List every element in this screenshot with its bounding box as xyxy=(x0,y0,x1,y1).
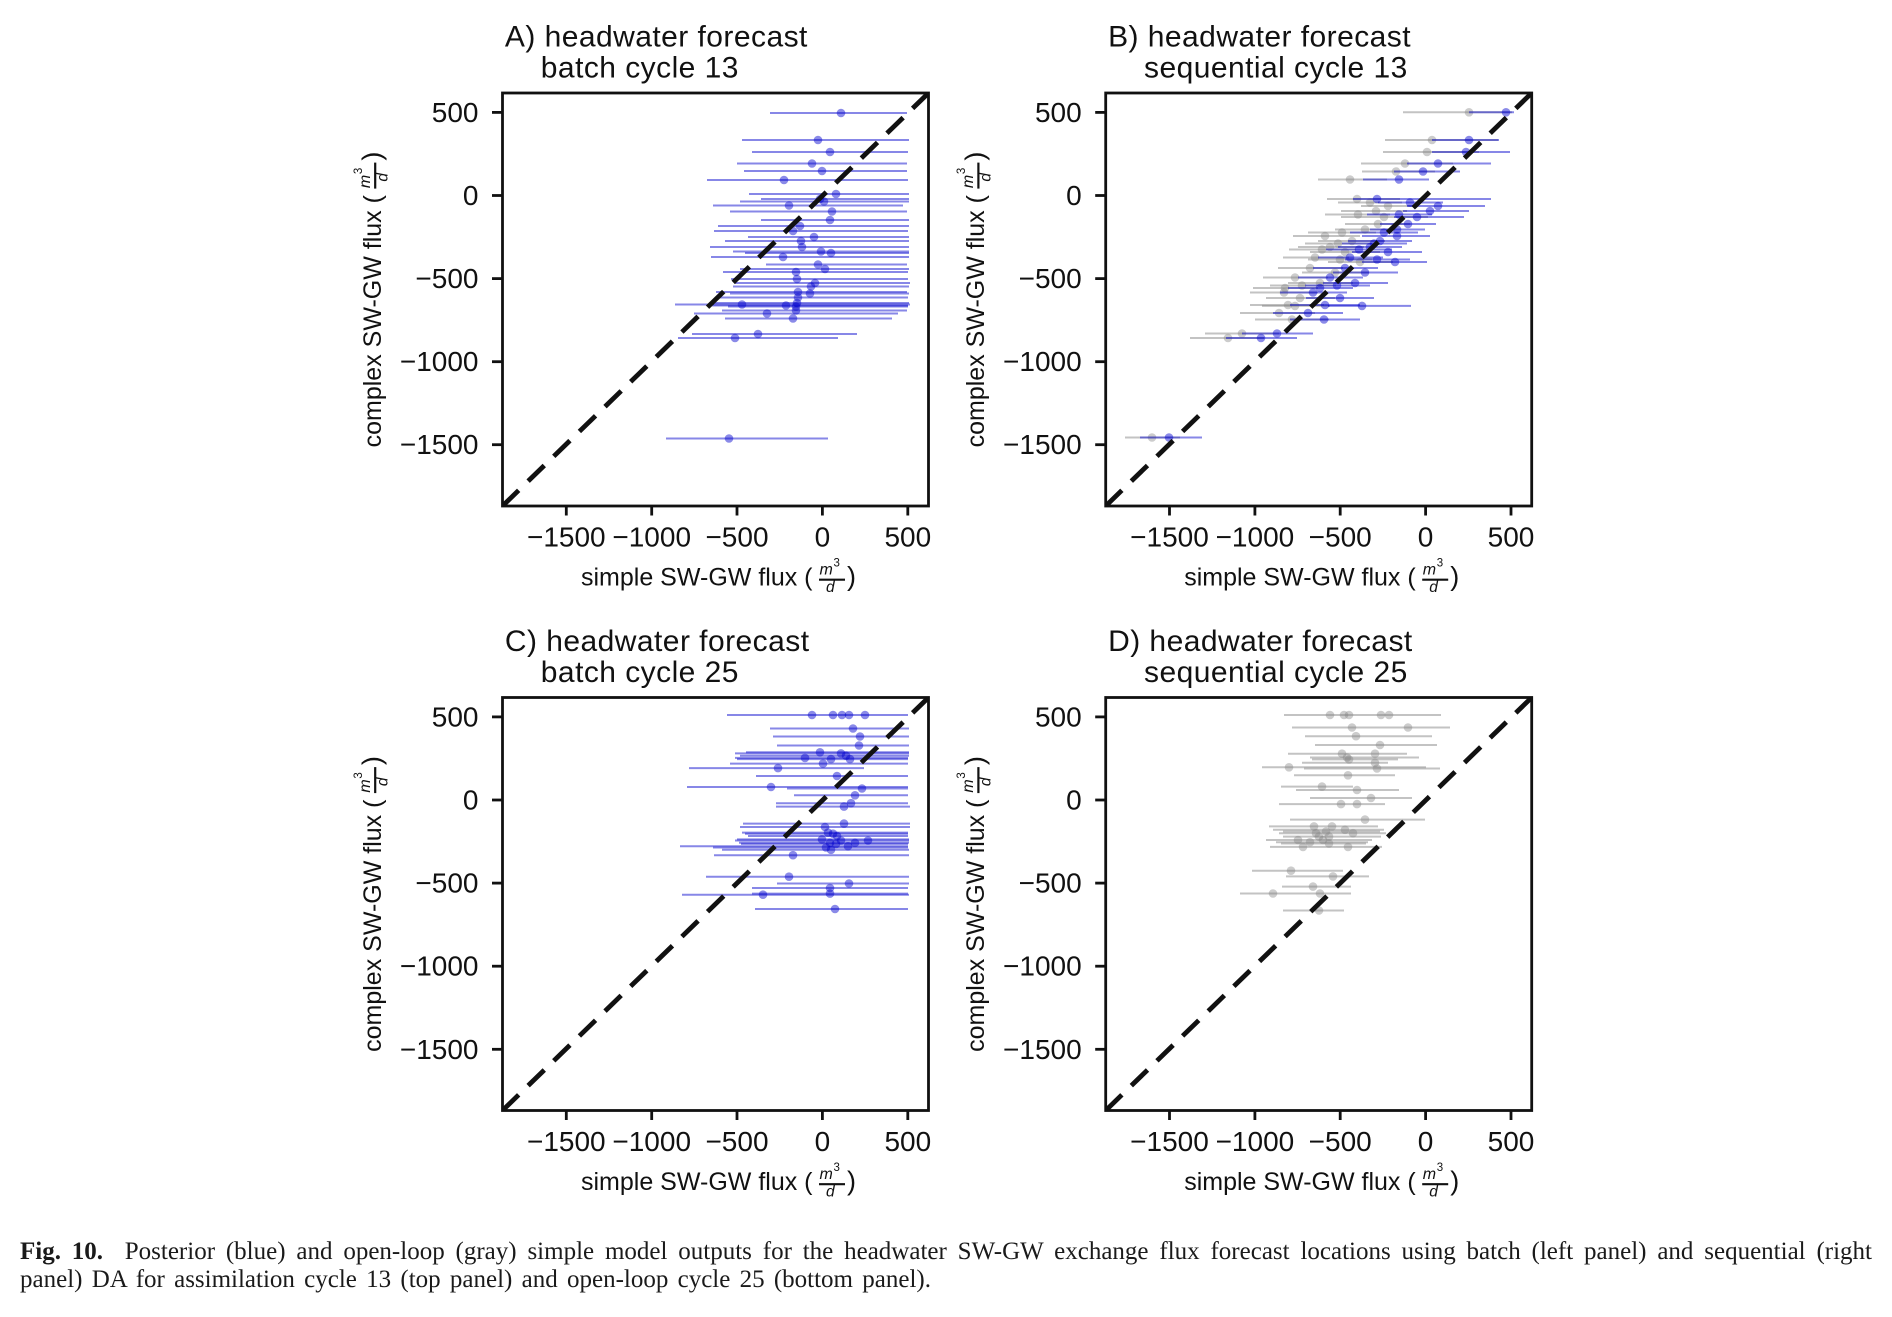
svg-text:0: 0 xyxy=(1066,180,1082,211)
svg-text:0: 0 xyxy=(1418,1126,1434,1157)
svg-text:−1500: −1500 xyxy=(1130,522,1209,553)
svg-text:m: m xyxy=(357,779,374,792)
svg-text:simple SW-GW flux (: simple SW-GW flux ( xyxy=(1184,1168,1416,1196)
svg-text:): ) xyxy=(1450,562,1459,592)
svg-text:0: 0 xyxy=(815,522,831,553)
svg-text:m: m xyxy=(357,175,374,188)
svg-text:batch cycle 13: batch cycle 13 xyxy=(541,52,739,85)
svg-text:sequential cycle 13: sequential cycle 13 xyxy=(1144,52,1408,85)
svg-text:−1500: −1500 xyxy=(1003,1034,1082,1065)
svg-text:0: 0 xyxy=(463,180,479,211)
svg-text:3: 3 xyxy=(1437,557,1443,569)
svg-text:500: 500 xyxy=(1488,522,1535,553)
svg-text:d: d xyxy=(826,1183,836,1200)
svg-text:d: d xyxy=(978,776,995,786)
svg-text:): ) xyxy=(1450,1166,1459,1196)
svg-text:): ) xyxy=(357,756,387,765)
svg-text:0: 0 xyxy=(815,1126,831,1157)
svg-text:−500: −500 xyxy=(415,263,478,294)
svg-text:3: 3 xyxy=(353,772,365,778)
svg-text:−1500: −1500 xyxy=(527,1126,606,1157)
svg-text:C) headwater forecast: C) headwater forecast xyxy=(505,625,810,658)
svg-text:3: 3 xyxy=(1437,1162,1443,1174)
svg-text:500: 500 xyxy=(884,1126,931,1157)
svg-text:d: d xyxy=(978,172,995,182)
svg-text:d: d xyxy=(374,172,391,182)
svg-text:simple SW-GW flux (: simple SW-GW flux ( xyxy=(581,564,813,592)
svg-text:batch cycle 25: batch cycle 25 xyxy=(541,656,739,689)
svg-text:−500: −500 xyxy=(1309,522,1372,553)
svg-text:0: 0 xyxy=(1418,522,1434,553)
svg-text:−1000: −1000 xyxy=(1216,1126,1295,1157)
svg-text:3: 3 xyxy=(834,557,840,569)
svg-text:m: m xyxy=(1423,1166,1436,1183)
svg-text:m: m xyxy=(1423,561,1436,578)
svg-text:3: 3 xyxy=(834,1162,840,1174)
svg-text:): ) xyxy=(357,152,387,161)
svg-text:−1500: −1500 xyxy=(400,429,479,460)
svg-text:0: 0 xyxy=(463,785,479,816)
svg-text:): ) xyxy=(847,562,856,592)
svg-text:−1500: −1500 xyxy=(400,1034,479,1065)
svg-text:−1000: −1000 xyxy=(612,1126,691,1157)
svg-text:−500: −500 xyxy=(1309,1126,1372,1157)
svg-text:0: 0 xyxy=(1066,785,1082,816)
svg-text:B) headwater forecast: B) headwater forecast xyxy=(1108,21,1411,54)
svg-text:d: d xyxy=(826,579,836,596)
svg-text:−500: −500 xyxy=(1019,868,1082,899)
svg-text:500: 500 xyxy=(432,701,479,732)
svg-text:complex SW-GW flux (: complex SW-GW flux ( xyxy=(962,194,990,447)
svg-text:A) headwater forecast: A) headwater forecast xyxy=(505,21,808,54)
svg-text:d: d xyxy=(1429,1183,1439,1200)
svg-text:−1000: −1000 xyxy=(400,951,479,982)
svg-text:simple SW-GW flux (: simple SW-GW flux ( xyxy=(1184,564,1416,592)
svg-text:): ) xyxy=(960,152,990,161)
svg-text:−500: −500 xyxy=(705,522,768,553)
svg-text:−1500: −1500 xyxy=(1003,429,1082,460)
svg-text:−500: −500 xyxy=(415,868,478,899)
svg-text:500: 500 xyxy=(1035,97,1082,128)
svg-text:complex SW-GW flux (: complex SW-GW flux ( xyxy=(359,799,387,1052)
svg-text:500: 500 xyxy=(432,97,479,128)
svg-text:3: 3 xyxy=(956,168,968,174)
svg-text:−1000: −1000 xyxy=(1003,951,1082,982)
svg-text:simple SW-GW flux (: simple SW-GW flux ( xyxy=(581,1168,813,1196)
svg-text:d: d xyxy=(374,776,391,786)
svg-text:3: 3 xyxy=(956,772,968,778)
svg-text:500: 500 xyxy=(884,522,931,553)
svg-text:−500: −500 xyxy=(1019,263,1082,294)
svg-text:−1500: −1500 xyxy=(527,522,606,553)
svg-text:−1000: −1000 xyxy=(1003,346,1082,377)
svg-text:d: d xyxy=(1429,579,1439,596)
svg-text:−1000: −1000 xyxy=(612,522,691,553)
svg-text:m: m xyxy=(820,1166,833,1183)
svg-text:): ) xyxy=(847,1166,856,1196)
svg-text:−1000: −1000 xyxy=(1216,522,1295,553)
svg-text:m: m xyxy=(820,561,833,578)
svg-text:500: 500 xyxy=(1488,1126,1535,1157)
svg-text:complex SW-GW flux (: complex SW-GW flux ( xyxy=(359,194,387,447)
svg-text:−500: −500 xyxy=(705,1126,768,1157)
svg-text:3: 3 xyxy=(353,168,365,174)
svg-text:sequential cycle 25: sequential cycle 25 xyxy=(1144,656,1408,689)
svg-text:): ) xyxy=(960,756,990,765)
svg-text:m: m xyxy=(960,175,977,188)
svg-text:−1000: −1000 xyxy=(400,346,479,377)
svg-text:complex SW-GW flux (: complex SW-GW flux ( xyxy=(962,799,990,1052)
svg-text:m: m xyxy=(960,779,977,792)
svg-text:D) headwater forecast: D) headwater forecast xyxy=(1108,625,1413,658)
svg-text:−1500: −1500 xyxy=(1130,1126,1209,1157)
svg-text:500: 500 xyxy=(1035,701,1082,732)
